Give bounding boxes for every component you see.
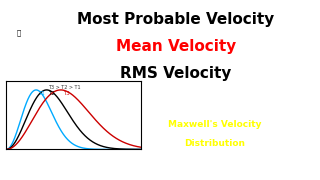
Text: T3 > T2 > T1: T3 > T2 > T1: [48, 85, 80, 90]
Circle shape: [6, 4, 33, 61]
Text: of: of: [210, 104, 219, 113]
Text: 📚: 📚: [17, 29, 21, 36]
Text: T2: T2: [48, 91, 55, 96]
Text: Distribution: Distribution: [184, 139, 245, 148]
Text: Mean Velocity: Mean Velocity: [116, 39, 236, 54]
Text: Kinetic Theory of Gases: Kinetic Theory of Gases: [28, 160, 132, 169]
Text: Temperature dependence: Temperature dependence: [149, 84, 280, 93]
Text: Maxwell's Velocity: Maxwell's Velocity: [168, 120, 261, 129]
Text: T3: T3: [63, 91, 69, 96]
Text: RMS Velocity: RMS Velocity: [120, 66, 232, 81]
Text: T1: T1: [38, 91, 45, 96]
Text: Physics Learning: Physics Learning: [4, 64, 34, 68]
Text: Most Probable Velocity: Most Probable Velocity: [77, 12, 275, 27]
Text: With Dr. Shaw: With Dr. Shaw: [210, 160, 270, 169]
